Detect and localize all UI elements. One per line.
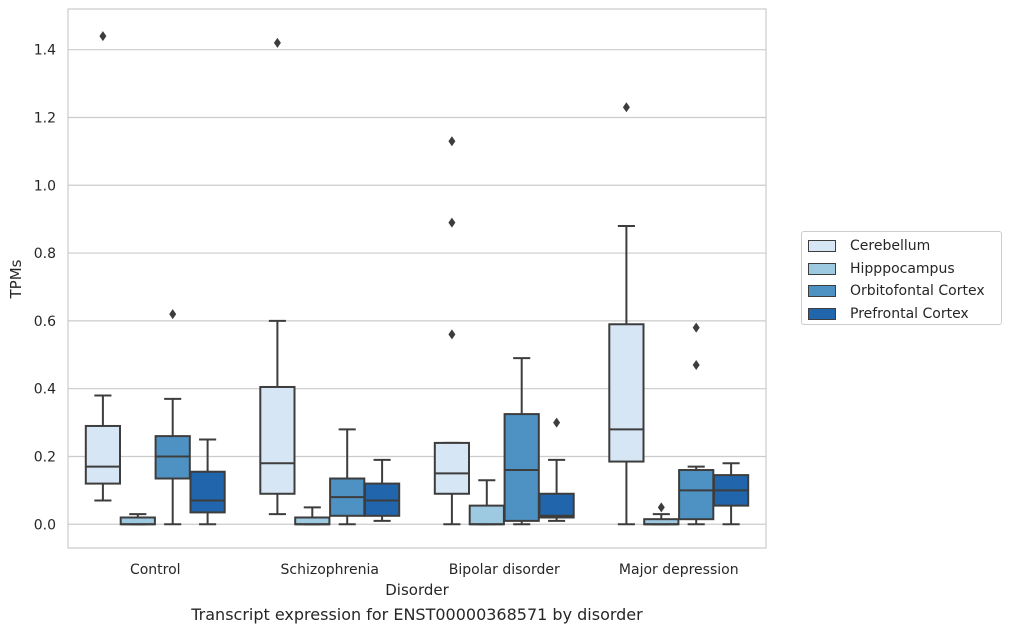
x-tick-labels: Control Schizophrenia Bipolar disorder Majo… <box>130 562 739 578</box>
box-0-1 <box>259 37 296 516</box>
legend-item: Orbitofontal Cortex <box>808 280 1001 303</box>
outlier-point <box>622 102 630 113</box>
legend-item: Prefrontal Cortex <box>808 303 1001 326</box>
box-body <box>433 441 471 495</box>
y-tick-label: 0.0 <box>34 517 56 533</box>
box-body <box>503 413 540 522</box>
box-3-1 <box>363 458 401 522</box>
box-body <box>189 470 226 514</box>
outlier-point <box>553 417 561 428</box>
box-body <box>294 516 331 526</box>
x-axis-label: Disorder <box>385 581 449 599</box>
box-body <box>608 323 645 463</box>
outlier-point <box>273 37 281 48</box>
x-tick-label: Major depression <box>619 562 739 578</box>
y-tick-label: 0.6 <box>34 314 56 330</box>
box-0-0 <box>84 31 122 502</box>
box-1-3 <box>643 502 680 526</box>
outlier-point <box>169 309 177 320</box>
y-tick-label: 0.2 <box>34 449 56 465</box>
x-tick-label: Bipolar disorder <box>449 562 560 578</box>
figure-caption: Transcript expression for ENST0000036857… <box>191 605 643 624</box>
legend-item: Hipppocampus <box>808 258 1001 281</box>
y-tick-labels: 0.0 0.2 0.4 0.6 0.8 1.0 1.2 1.4 <box>34 43 56 534</box>
box-2-0 <box>154 309 191 526</box>
box-body <box>538 492 575 519</box>
legend: Cerebellum Hipppocampus Orbitofontal Corte… <box>801 231 1002 325</box>
legend-label: Hipppocampus <box>850 260 955 277</box>
outlier-point <box>99 31 107 42</box>
box-2-3 <box>678 322 715 526</box>
outlier-point <box>657 502 665 513</box>
box-3-3 <box>712 462 750 526</box>
box-body <box>259 385 296 495</box>
y-tick-label: 1.4 <box>34 43 56 59</box>
box-1-0 <box>119 513 156 526</box>
box-body <box>678 469 715 521</box>
box-1-1 <box>294 506 331 526</box>
y-tick-label: 0.8 <box>34 246 56 262</box>
y-tick-label: 1.2 <box>34 110 56 126</box>
box-2-2 <box>503 357 540 526</box>
boxes <box>84 31 750 526</box>
legend-swatch <box>808 285 836 298</box>
outlier-point <box>692 359 700 370</box>
box-2-1 <box>329 428 366 526</box>
outlier-point <box>692 322 700 333</box>
box-3-2 <box>538 417 575 522</box>
box-3-0 <box>189 438 226 526</box>
box-body <box>468 504 505 526</box>
legend-swatch <box>808 307 836 320</box>
box-1-2 <box>468 479 505 526</box>
y-axis-label: TPMs <box>7 259 25 299</box>
legend-item: Cerebellum <box>808 235 1001 258</box>
box-0-2 <box>433 136 471 526</box>
x-tick-label: Schizophrenia <box>281 562 379 578</box>
box-body <box>119 516 156 526</box>
box-body <box>84 424 122 485</box>
outlier-point <box>448 136 456 147</box>
legend-label: Prefrontal Cortex <box>850 305 969 322</box>
legend-swatch <box>808 240 836 253</box>
y-tick-label: 0.4 <box>34 382 56 398</box>
outlier-point <box>448 329 456 340</box>
y-tick-label: 1.0 <box>34 178 56 194</box>
box-0-3 <box>608 102 645 526</box>
legend-swatch <box>808 262 836 275</box>
outlier-point <box>448 217 456 228</box>
legend-label: Cerebellum <box>850 238 931 255</box>
plot-frame <box>67 8 767 549</box>
x-tick-label: Control <box>130 562 181 578</box>
legend-label: Orbitofontal Cortex <box>850 283 985 300</box>
